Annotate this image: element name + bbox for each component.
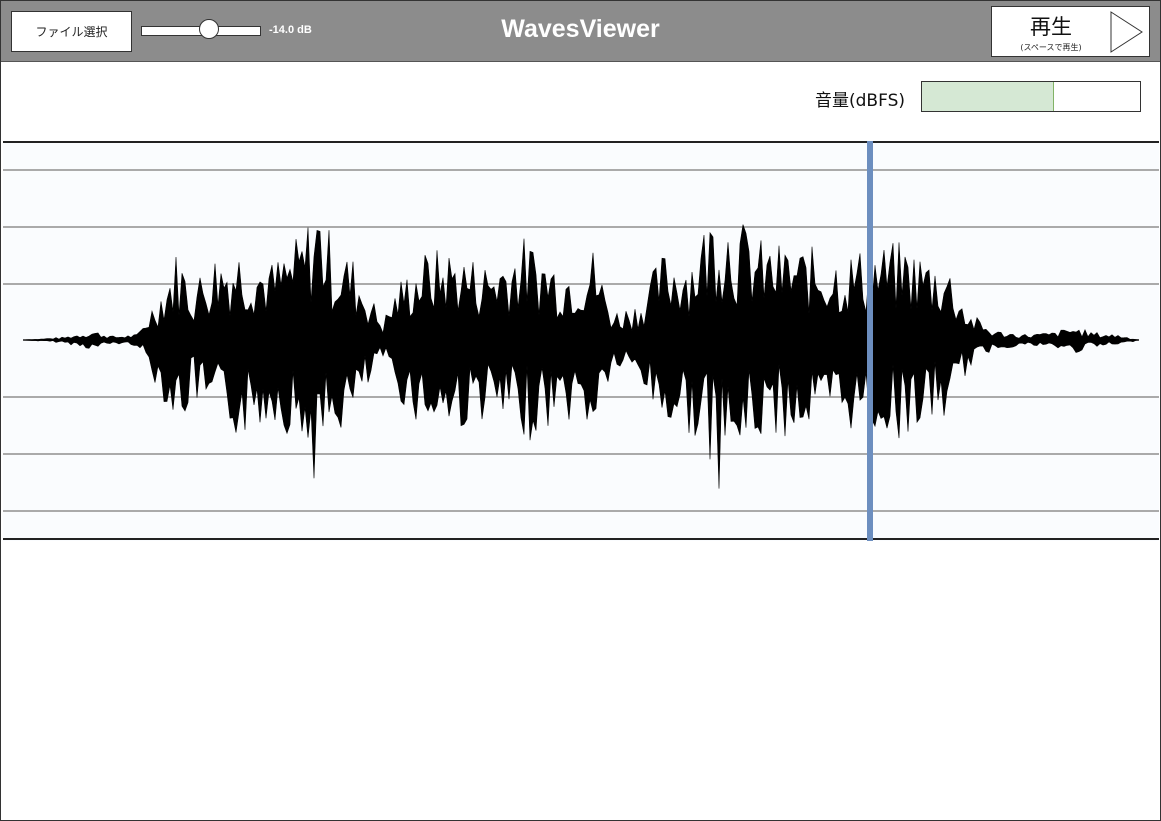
playhead-cursor [867,141,873,541]
gain-slider[interactable] [141,19,261,39]
play-button-hint: (スペースで再生) [1020,43,1082,52]
app-title: WavesViewer [501,15,660,43]
volume-meter-fill [922,82,1054,111]
header-bar: ファイル選択 -14.0 dB WavesViewer 再生 (スペースで再生) [1,1,1160,62]
volume-label: 音量(dBFS) [815,91,905,111]
waveform-canvas[interactable] [3,141,1159,541]
volume-meter [921,81,1141,112]
file-select-button[interactable]: ファイル選択 [11,11,132,52]
waveform-view[interactable] [3,141,1159,541]
waveform-shape [22,224,1140,489]
gain-slider-thumb[interactable] [199,19,220,39]
play-button-label: 再生 [1030,15,1072,39]
play-button[interactable]: 再生 (スペースで再生) [991,6,1150,57]
gain-db-label: -14.0 dB [269,24,312,36]
play-triangle-icon [1110,11,1143,53]
